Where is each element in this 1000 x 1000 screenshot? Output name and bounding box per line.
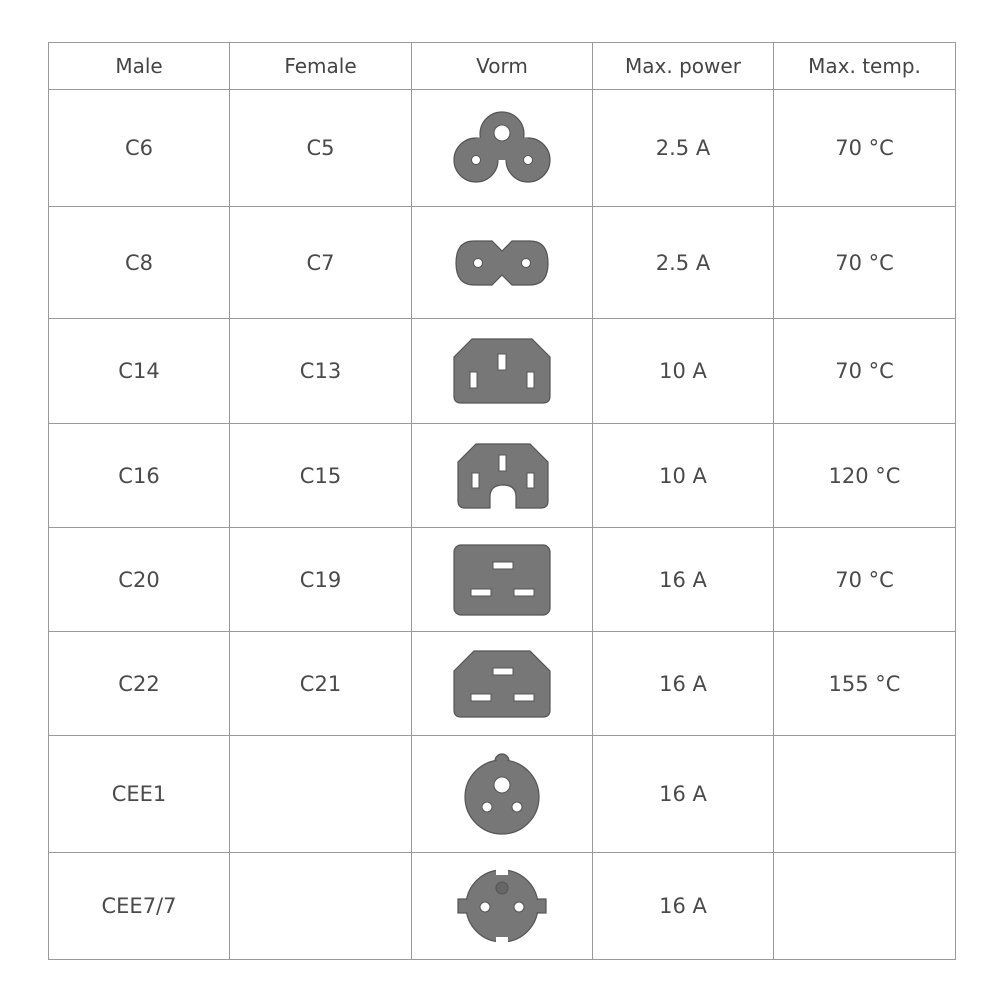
header-max-power: Max. power	[592, 42, 774, 90]
female-cell: C19	[229, 527, 412, 632]
shape-cell	[411, 206, 593, 319]
c7-figure8-icon	[455, 239, 549, 286]
power-cell: 16 A	[592, 852, 774, 960]
header-male: Male	[48, 42, 230, 90]
c19-icon	[453, 543, 551, 616]
female-cell: C15	[229, 423, 412, 528]
male-cell: C20	[48, 527, 230, 632]
shape-cell	[411, 318, 593, 424]
table-row: C8 C7 2.5 A 70 °C	[48, 206, 956, 319]
power-cell: 16 A	[592, 735, 774, 853]
table-row: C6 C5 2.5 A 70 °C	[48, 89, 956, 207]
shape-cell	[411, 735, 593, 853]
header-max-temp: Max. temp.	[773, 42, 956, 90]
female-cell	[229, 735, 412, 853]
power-cell: 10 A	[592, 318, 774, 424]
c21-icon	[453, 649, 551, 718]
c5-cloverleaf-icon	[453, 111, 551, 183]
female-cell: C7	[229, 206, 412, 319]
connector-table: Male Female Vorm Max. power Max. temp. C…	[48, 42, 956, 960]
c15-icon	[457, 442, 549, 509]
temp-cell	[773, 735, 956, 853]
temp-cell: 70 °C	[773, 206, 956, 319]
cee1-icon	[464, 753, 540, 835]
power-cell: 16 A	[592, 527, 774, 632]
male-cell: C8	[48, 206, 230, 319]
table-row: CEE7/7 16 A	[48, 852, 956, 960]
table-row: C22 C21 16 A 155 °C	[48, 631, 956, 736]
female-cell: C5	[229, 89, 412, 207]
table-row: C14 C13 10 A 70 °C	[48, 318, 956, 424]
male-cell: C14	[48, 318, 230, 424]
cee7-7-schuko-icon	[457, 869, 547, 943]
table-row: C16 C15 10 A 120 °C	[48, 423, 956, 528]
header-row: Male Female Vorm Max. power Max. temp.	[48, 42, 956, 90]
female-cell	[229, 852, 412, 960]
female-cell: C13	[229, 318, 412, 424]
male-cell: C22	[48, 631, 230, 736]
male-cell: C6	[48, 89, 230, 207]
header-female: Female	[229, 42, 412, 90]
table-row: C20 C19 16 A 70 °C	[48, 527, 956, 632]
header-shape: Vorm	[411, 42, 593, 90]
power-cell: 10 A	[592, 423, 774, 528]
shape-cell	[411, 631, 593, 736]
male-cell: CEE7/7	[48, 852, 230, 960]
temp-cell: 155 °C	[773, 631, 956, 736]
shape-cell	[411, 852, 593, 960]
temp-cell: 120 °C	[773, 423, 956, 528]
c13-icon	[453, 338, 551, 404]
temp-cell: 70 °C	[773, 89, 956, 207]
temp-cell	[773, 852, 956, 960]
temp-cell: 70 °C	[773, 318, 956, 424]
table-row: CEE1 16 A	[48, 735, 956, 853]
shape-cell	[411, 89, 593, 207]
male-cell: C16	[48, 423, 230, 528]
temp-cell: 70 °C	[773, 527, 956, 632]
power-cell: 2.5 A	[592, 206, 774, 319]
male-cell: CEE1	[48, 735, 230, 853]
power-cell: 2.5 A	[592, 89, 774, 207]
power-cell: 16 A	[592, 631, 774, 736]
female-cell: C21	[229, 631, 412, 736]
shape-cell	[411, 423, 593, 528]
shape-cell	[411, 527, 593, 632]
